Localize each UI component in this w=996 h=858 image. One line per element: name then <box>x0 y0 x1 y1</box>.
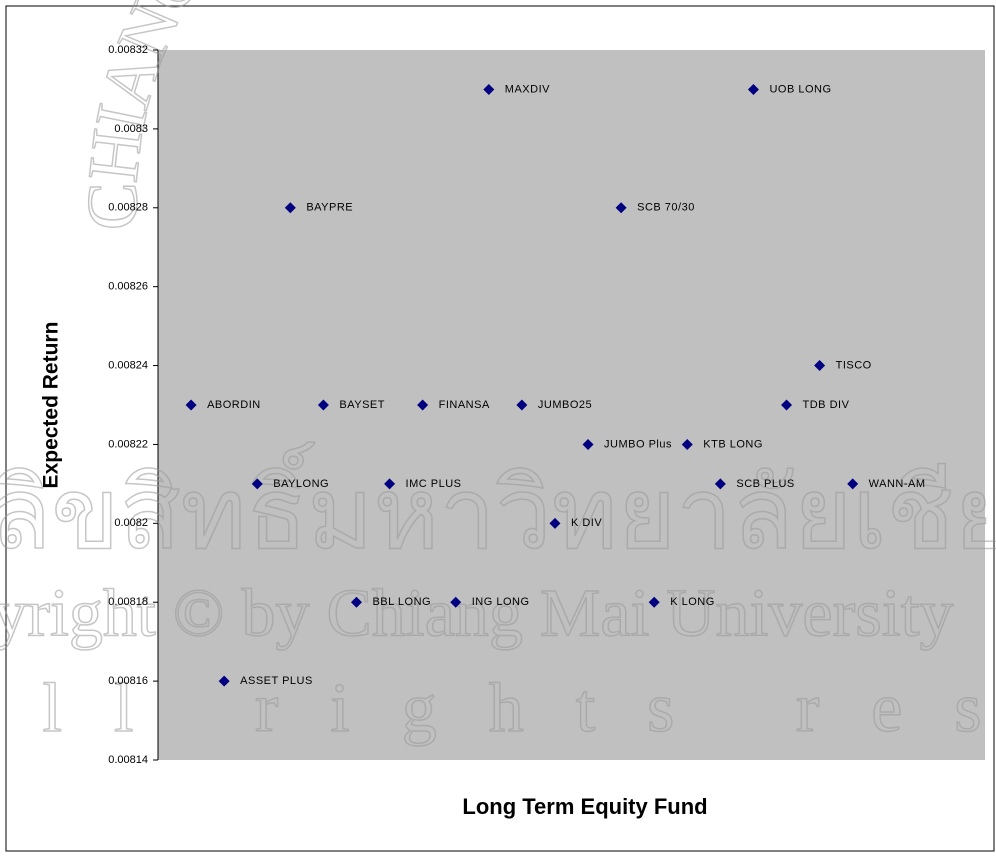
y-tick-label: 0.00828 <box>108 202 148 214</box>
y-tick-label: 0.00822 <box>108 438 148 450</box>
chart: Expected Return Long Term Equity Fund CH… <box>0 0 996 853</box>
y-tick-label: 0.00824 <box>108 359 148 371</box>
x-axis-title: Long Term Equity Fund <box>462 794 707 819</box>
watermark-copyright: Copyright © by Chiang Mai University <box>0 575 954 651</box>
point-label: JUMBO Plus <box>604 438 672 450</box>
point-label: BBL LONG <box>372 596 431 608</box>
point-label: TISCO <box>836 359 872 371</box>
point-label: KTB LONG <box>703 438 763 450</box>
point-label: JUMBO25 <box>538 399 592 411</box>
watermark-rights: All rights reserved <box>0 670 996 747</box>
y-tick-label: 0.00832 <box>108 44 148 56</box>
y-tick-label: 0.0083 <box>114 123 148 135</box>
point-label: ASSET PLUS <box>240 675 313 687</box>
y-tick-label: 0.00818 <box>108 596 148 608</box>
point-label: TDB DIV <box>803 399 850 411</box>
point-label: MAXDIV <box>505 83 550 95</box>
point-label: K DIV <box>571 517 602 529</box>
point-label: FINANSA <box>439 399 490 411</box>
point-label: BAYSET <box>339 399 385 411</box>
y-tick-label: 0.00814 <box>108 754 148 766</box>
point-label: K LONG <box>670 596 715 608</box>
point-label: BAYPRE <box>306 202 353 214</box>
watermark-thai: ลิขสิทธิ์มหาวิทยาลัยเชียงใหม่ <box>0 442 996 570</box>
point-label: SCB 70/30 <box>637 202 695 214</box>
y-tick-label: 0.00826 <box>108 281 148 293</box>
point-label: IMC PLUS <box>406 478 462 490</box>
point-label: WANN-AM <box>869 478 926 490</box>
point-label: SCB PLUS <box>736 478 794 490</box>
y-tick-label: 0.00816 <box>108 675 148 687</box>
point-label: BAYLONG <box>273 478 329 490</box>
point-label: ABORDIN <box>207 399 261 411</box>
point-label: ING LONG <box>472 596 530 608</box>
y-tick-label: 0.0082 <box>114 517 148 529</box>
point-label: UOB LONG <box>769 83 831 95</box>
